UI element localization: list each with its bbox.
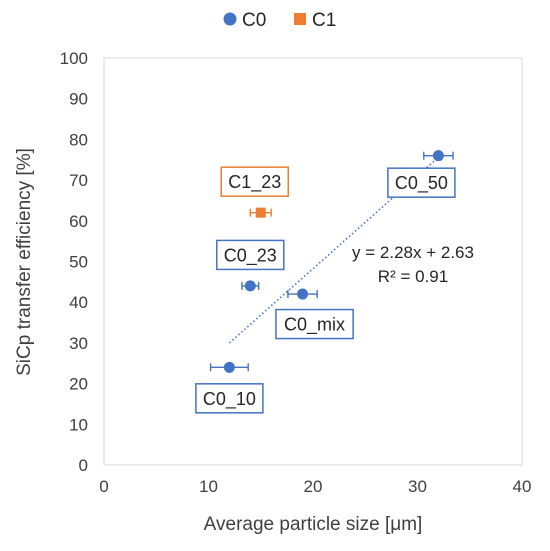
x-tick-label: 20 <box>304 477 323 496</box>
point-label: C0_50 <box>395 173 448 194</box>
y-tick-label: 50 <box>69 253 88 272</box>
y-tick-label: 0 <box>79 456 88 475</box>
data-point <box>255 207 266 218</box>
point-label: C1_23 <box>228 172 281 193</box>
x-tick-label: 0 <box>99 477 108 496</box>
y-axis-title: SiCp transfer efficiency [%] <box>14 148 35 376</box>
data-point <box>432 150 444 162</box>
y-tick-label: 70 <box>69 171 88 190</box>
y-tick-label: 60 <box>69 212 88 231</box>
point-label: C0_mix <box>284 315 345 336</box>
point-label-box <box>216 239 285 271</box>
y-tick-label: 20 <box>69 375 88 394</box>
x-tick-label: 30 <box>408 477 427 496</box>
legend-label: C1 <box>312 10 336 31</box>
x-tick-label: 10 <box>199 477 218 496</box>
point-label-box <box>195 383 264 414</box>
data-point <box>223 361 235 373</box>
point-label-box <box>387 167 456 198</box>
x-tick-label: 40 <box>513 477 532 496</box>
data-point <box>244 280 256 292</box>
y-axis: 0 10 20 30 40 50 60 70 80 90 100 <box>60 49 88 475</box>
y-tick-label: 10 <box>69 415 88 434</box>
point-label-box <box>220 166 289 197</box>
y-tick-label: 100 <box>60 49 88 68</box>
x-axis-title: Average particle size [μm] <box>204 514 423 535</box>
y-tick-label: 40 <box>69 293 88 312</box>
y-tick-label: 90 <box>69 90 88 109</box>
y-tick-label: 80 <box>69 130 88 149</box>
legend-marker <box>294 13 306 25</box>
point-labels: C0_10 C0_23 C0_mix C0_50 C1_23 <box>195 166 456 414</box>
point-label: C0_23 <box>224 245 277 266</box>
data-points <box>223 150 444 373</box>
point-label-box <box>275 308 354 340</box>
data-point <box>297 288 309 300</box>
trendline-r2: R² = 0.91 <box>378 267 448 286</box>
x-axis: 0 10 20 30 40 <box>99 477 531 496</box>
legend-label: C0 <box>242 10 266 31</box>
plot-area <box>103 57 523 466</box>
trendline-equation: y = 2.28x + 2.63 <box>352 243 474 262</box>
point-label: C0_10 <box>203 389 256 410</box>
legend-marker <box>223 12 237 26</box>
legend: C0 C1 <box>223 10 336 31</box>
y-tick-label: 30 <box>69 334 88 353</box>
